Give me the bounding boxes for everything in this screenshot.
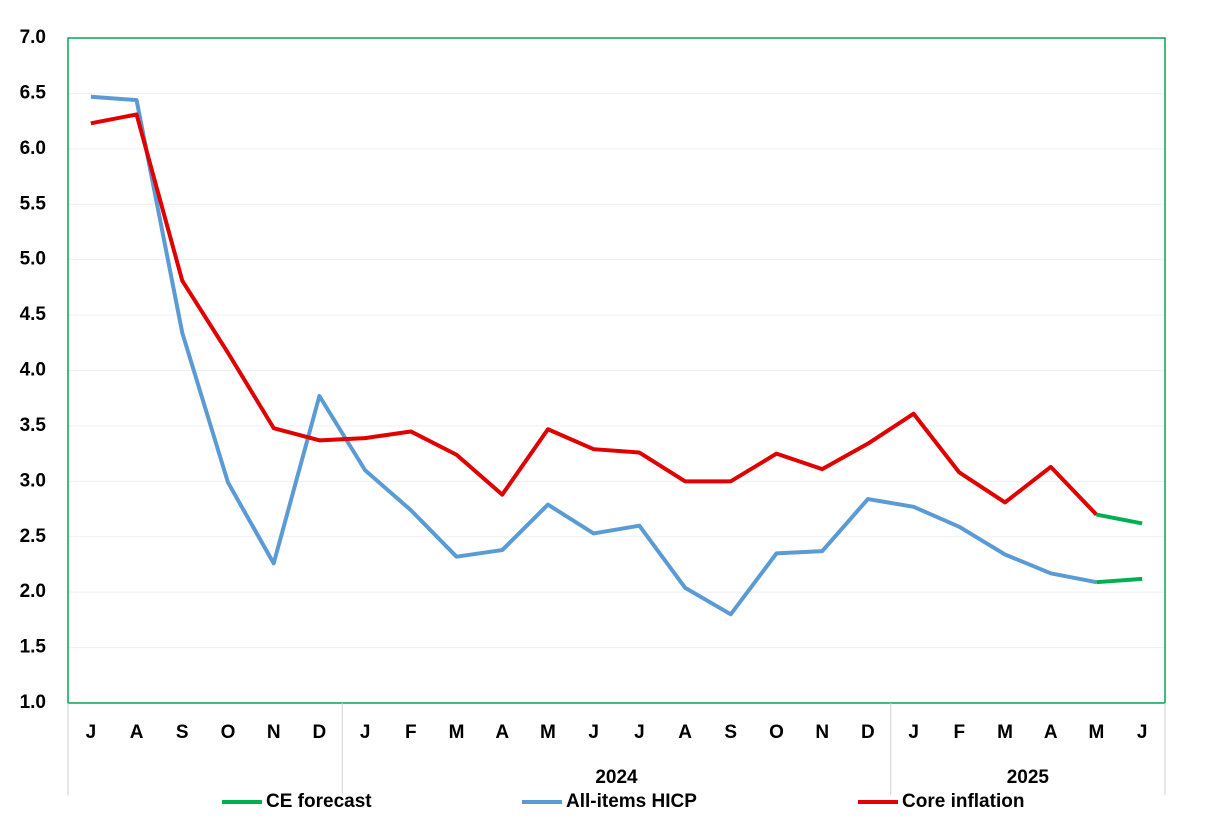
x-tick-label: M bbox=[449, 722, 465, 743]
x-tick-label: S bbox=[176, 722, 189, 743]
x-tick-label: M bbox=[540, 722, 556, 743]
x-tick-label: O bbox=[221, 722, 236, 743]
x-tick-label: N bbox=[267, 722, 281, 743]
y-tick-label: 5.0 bbox=[20, 249, 46, 270]
group-label: 2024 bbox=[595, 767, 638, 788]
y-tick-label: 6.5 bbox=[20, 82, 47, 103]
legend-label: Core inflation bbox=[902, 791, 1024, 812]
legend-label: CE forecast bbox=[266, 791, 372, 812]
x-tick-label: A bbox=[495, 722, 509, 743]
x-tick-label: J bbox=[86, 722, 97, 743]
series-line bbox=[90, 94, 1097, 617]
x-tick-label: J bbox=[908, 722, 919, 743]
x-tick-label: J bbox=[360, 722, 371, 743]
x-tick-label: A bbox=[130, 722, 144, 743]
x-tick-label: J bbox=[588, 722, 599, 743]
group-label: 2025 bbox=[1007, 767, 1050, 788]
y-tick-label: 5.5 bbox=[20, 193, 47, 214]
x-tick-label: A bbox=[1044, 722, 1058, 743]
legend-label: All-items HICP bbox=[566, 791, 697, 812]
x-tick-label: J bbox=[1137, 722, 1148, 743]
series-line bbox=[1096, 576, 1143, 585]
x-tick-label: S bbox=[724, 722, 737, 743]
y-tick-label: 7.0 bbox=[20, 27, 46, 48]
x-tick-label: A bbox=[678, 722, 692, 743]
x-tick-label: D bbox=[313, 722, 327, 743]
x-tick-label: M bbox=[1089, 722, 1105, 743]
plot-border bbox=[67, 37, 1166, 704]
x-tick-label: N bbox=[815, 722, 829, 743]
x-tick-label: J bbox=[634, 722, 645, 743]
y-tick-label: 6.0 bbox=[20, 138, 46, 159]
y-tick-label: 2.5 bbox=[20, 526, 47, 547]
x-tick-label: D bbox=[861, 722, 875, 743]
y-tick-label: 1.0 bbox=[20, 692, 46, 713]
y-tick-label: 3.5 bbox=[20, 415, 47, 436]
y-tick-label: 3.0 bbox=[20, 470, 46, 491]
y-tick-label: 4.0 bbox=[20, 360, 46, 381]
series-line bbox=[90, 112, 1098, 516]
y-tick-label: 1.5 bbox=[20, 637, 47, 658]
y-tick-label: 4.5 bbox=[20, 304, 47, 325]
y-tick-label: 2.0 bbox=[20, 581, 46, 602]
x-tick-label: O bbox=[769, 722, 784, 743]
x-tick-label: F bbox=[954, 722, 966, 743]
series-line bbox=[1096, 512, 1143, 526]
x-tick-label: M bbox=[997, 722, 1013, 743]
x-tick-label: F bbox=[405, 722, 417, 743]
